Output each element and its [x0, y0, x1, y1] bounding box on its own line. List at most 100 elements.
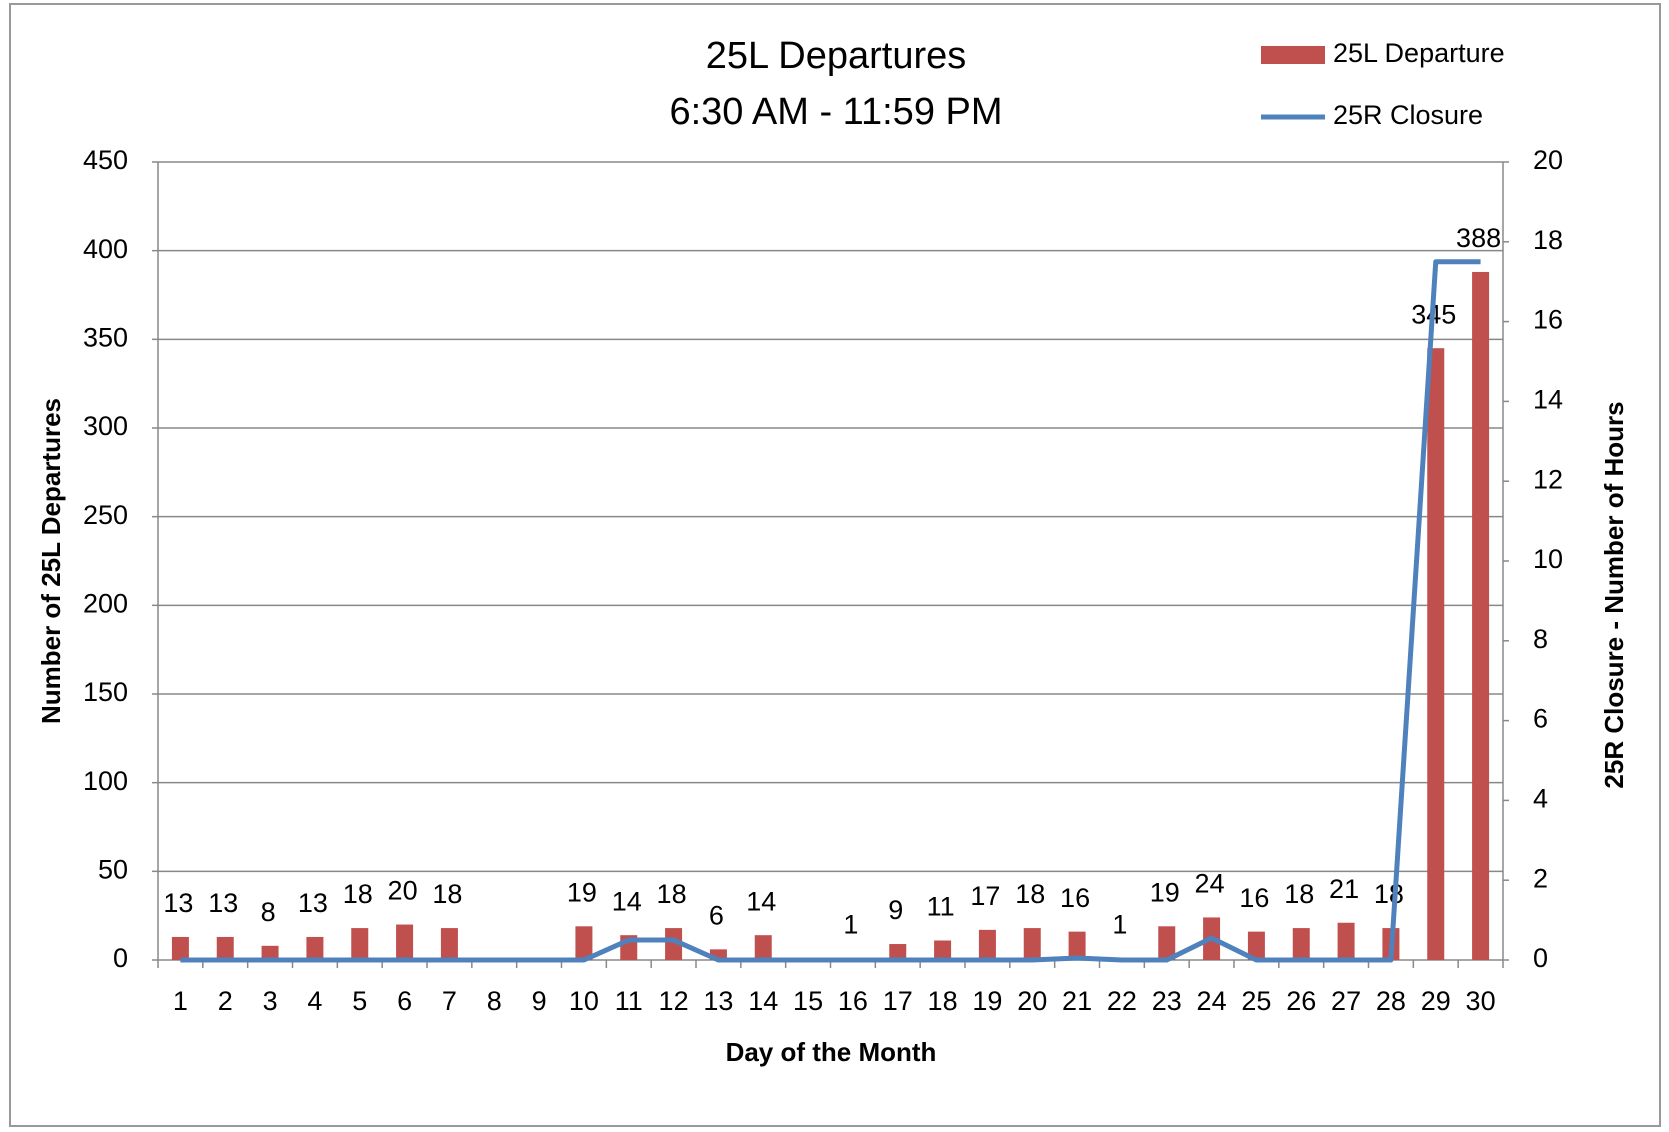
- y-tick-label: 100: [83, 766, 128, 796]
- y-tick-label: 150: [83, 677, 128, 707]
- x-tick-label: 23: [1152, 986, 1182, 1016]
- data-label: 1: [1112, 909, 1127, 939]
- data-label: 6: [709, 900, 724, 930]
- data-label: 9: [888, 895, 903, 925]
- y-axis-title: Number of 25L Departures: [36, 398, 66, 724]
- bar: [1427, 348, 1445, 960]
- x-tick-label: 19: [972, 986, 1002, 1016]
- bar: [1158, 926, 1176, 960]
- bar: [306, 936, 324, 960]
- data-label: 18: [343, 879, 373, 909]
- y2-tick-label: 6: [1533, 704, 1548, 734]
- x-tick-label: 3: [263, 986, 278, 1016]
- x-tick-label: 13: [703, 986, 733, 1016]
- x-tick-label: 25: [1241, 986, 1271, 1016]
- x-tick-label: 9: [532, 986, 547, 1016]
- x-tick-label: 12: [659, 986, 689, 1016]
- line: [180, 259, 1481, 963]
- x-tick-label: 18: [928, 986, 958, 1016]
- x-tick-label: 15: [793, 986, 823, 1016]
- x-tick-label: 24: [1197, 986, 1227, 1016]
- y-tick-label: 250: [83, 500, 128, 530]
- y-tick-label: 200: [83, 588, 128, 618]
- bar: [1292, 928, 1310, 960]
- bar: [171, 936, 189, 960]
- bar: [1247, 931, 1265, 960]
- y-tick-label: 400: [83, 234, 128, 264]
- y-tick-label: 350: [83, 322, 128, 352]
- x-tick-label: 4: [307, 986, 322, 1016]
- x-tick-label: 17: [883, 986, 913, 1016]
- bar: [575, 926, 593, 960]
- x-tick-label: 30: [1466, 986, 1496, 1016]
- x-tick-label: 21: [1062, 986, 1092, 1016]
- chart-title: 25L Departures: [706, 35, 967, 77]
- x-tick-label: 2: [218, 986, 233, 1016]
- y2-tick-label: 20: [1533, 145, 1563, 175]
- x-tick-label: 20: [1017, 986, 1047, 1016]
- data-label: 8: [261, 897, 276, 927]
- bar: [665, 928, 683, 960]
- bar: [978, 929, 996, 960]
- y2-tick-label: 2: [1533, 863, 1548, 893]
- data-label: 14: [746, 886, 776, 916]
- x-tick-label: 7: [442, 986, 457, 1016]
- x-tick-label: 28: [1376, 986, 1406, 1016]
- data-label: 18: [657, 879, 687, 909]
- data-label: 13: [298, 888, 328, 918]
- y-tick-label: 300: [83, 411, 128, 441]
- bar: [396, 924, 414, 960]
- data-label: 388: [1456, 223, 1501, 253]
- y2-tick-label: 4: [1533, 784, 1548, 814]
- bar: [261, 945, 279, 960]
- bar: [754, 935, 772, 960]
- legend-label: 25R Closure: [1333, 100, 1483, 130]
- data-label: 18: [1284, 879, 1314, 909]
- data-label: 18: [432, 879, 462, 909]
- y-tick-label: 50: [98, 854, 128, 884]
- data-label: 18: [1374, 879, 1404, 909]
- y2-tick-label: 10: [1533, 544, 1563, 574]
- data-label: 13: [163, 888, 193, 918]
- bar: [216, 936, 234, 960]
- data-label: 11: [927, 892, 955, 922]
- bar: [934, 940, 952, 960]
- data-label: 24: [1195, 869, 1225, 899]
- y2-tick-label: 8: [1533, 624, 1548, 654]
- data-label: 20: [388, 876, 418, 906]
- x-tick-label: 27: [1331, 986, 1361, 1016]
- y2-tick-label: 18: [1533, 225, 1563, 255]
- x-tick-label: 6: [397, 986, 412, 1016]
- data-label: 16: [1060, 883, 1090, 913]
- x-tick-label: 1: [173, 986, 188, 1016]
- x-tick-label: 22: [1107, 986, 1137, 1016]
- y2-tick-label: 14: [1533, 385, 1563, 415]
- data-label: 19: [567, 877, 597, 907]
- bar: [351, 928, 369, 960]
- x-tick-label: 10: [569, 986, 599, 1016]
- x-tick-label: 8: [487, 986, 502, 1016]
- chart-subtitle: 6:30 AM - 11:59 PM: [669, 91, 1002, 133]
- x-tick-label: 11: [615, 986, 643, 1016]
- y2-tick-label: 0: [1533, 943, 1548, 973]
- data-label: 18: [1015, 879, 1045, 909]
- y-tick-label: 0: [113, 943, 128, 973]
- data-label: 1: [843, 909, 858, 939]
- data-label: 13: [208, 888, 238, 918]
- bar: [1472, 271, 1490, 960]
- data-label: 19: [1150, 877, 1180, 907]
- x-tick-label: 16: [838, 986, 868, 1016]
- y2-axis-title: 25R Closure - Number of Hours: [1599, 401, 1629, 788]
- data-label: 17: [970, 881, 1000, 911]
- x-tick-label: 26: [1286, 986, 1316, 1016]
- y-tick-label: 450: [83, 145, 128, 175]
- x-axis-title: Day of the Month: [726, 1037, 937, 1067]
- bar: [709, 949, 727, 960]
- x-tick-label: 5: [352, 986, 367, 1016]
- data-label: 14: [612, 886, 642, 916]
- y2-tick-label: 12: [1533, 464, 1563, 494]
- bar: [1068, 931, 1086, 960]
- legend-label: 25L Departure: [1333, 38, 1505, 68]
- bar: [1337, 922, 1355, 960]
